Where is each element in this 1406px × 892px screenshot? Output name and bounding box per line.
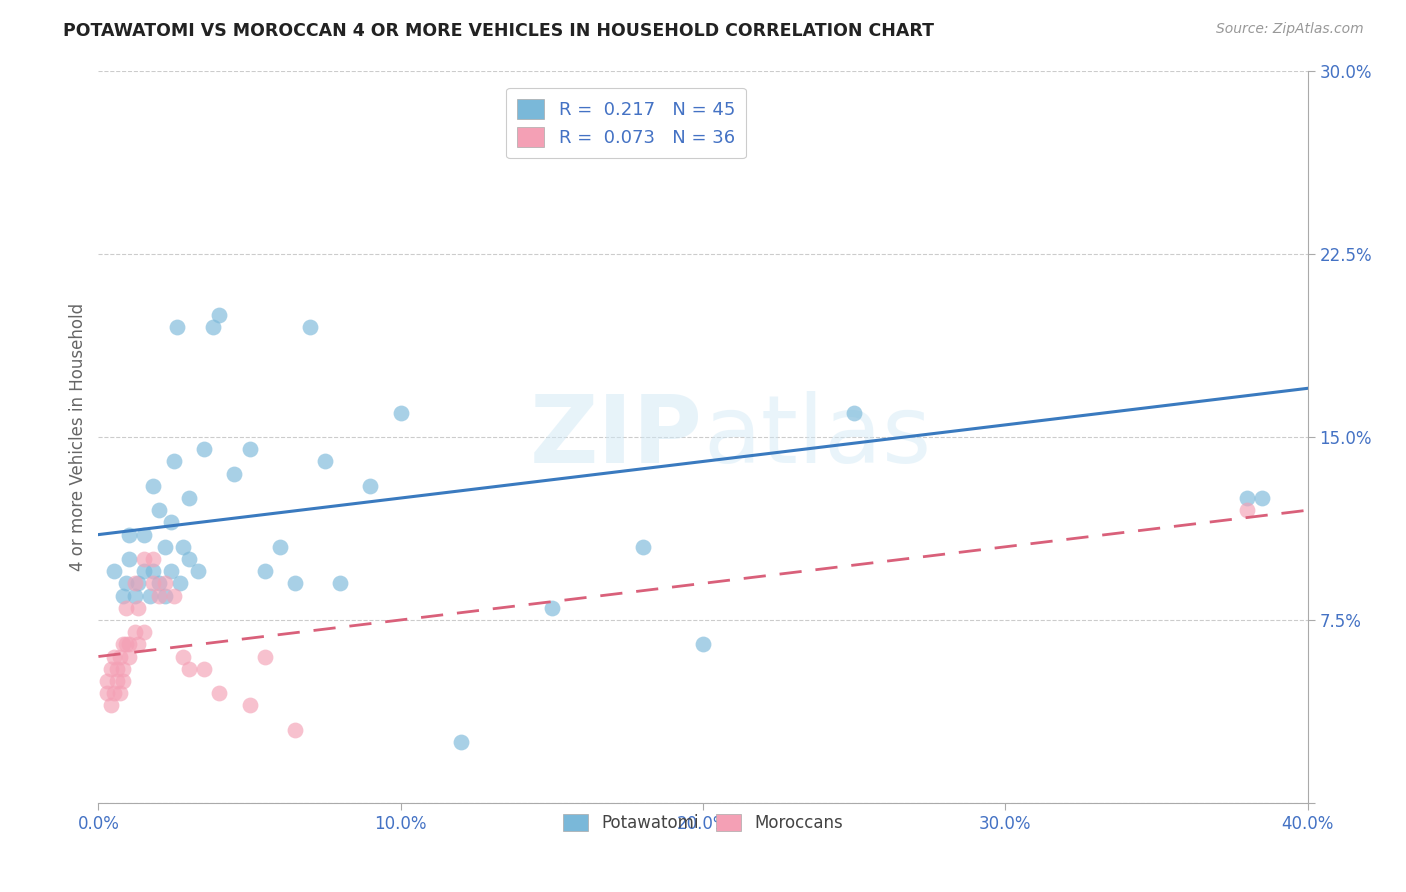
Point (124, 589, 146, 603)
Point (111, 662, 134, 676)
Point (389, 406, 412, 420)
Text: atlas: atlas (703, 391, 931, 483)
Point (142, 576, 165, 591)
Point (253, 649, 276, 664)
Point (127, 637, 149, 651)
Point (187, 564, 209, 578)
Point (124, 576, 146, 591)
Point (142, 564, 165, 578)
Point (118, 552, 141, 566)
Point (172, 649, 194, 664)
Point (540, 600, 562, 615)
Y-axis label: 4 or more Vehicles in Household: 4 or more Vehicles in Household (69, 303, 87, 571)
Point (166, 320, 188, 334)
Point (314, 454, 336, 468)
Text: Source: ZipAtlas.com: Source: ZipAtlas.com (1216, 22, 1364, 37)
Point (193, 662, 215, 676)
Point (127, 576, 149, 591)
Point (153, 576, 176, 591)
Point (100, 662, 122, 676)
Point (148, 576, 170, 591)
Point (631, 540, 654, 554)
Point (163, 454, 186, 468)
Point (239, 442, 262, 457)
Point (153, 540, 176, 554)
Point (179, 552, 201, 566)
Point (169, 576, 191, 591)
Point (127, 600, 149, 615)
Point (269, 540, 291, 554)
Point (142, 552, 165, 566)
Point (450, 735, 472, 749)
Point (105, 673, 128, 688)
Point (111, 673, 134, 688)
Point (103, 564, 125, 578)
Point (148, 503, 170, 517)
Text: ZIP: ZIP (530, 391, 703, 483)
Point (111, 637, 134, 651)
Point (132, 527, 155, 541)
Point (172, 540, 194, 554)
Point (114, 637, 136, 651)
Point (114, 600, 136, 615)
Point (108, 649, 131, 664)
Point (139, 589, 162, 603)
Point (202, 320, 225, 334)
Point (1251, 491, 1274, 505)
Point (360, 479, 382, 493)
Point (103, 686, 125, 700)
Point (179, 662, 201, 676)
Point (179, 491, 201, 505)
Point (163, 589, 186, 603)
Point (105, 662, 128, 676)
Point (118, 527, 141, 541)
Point (96, 673, 118, 688)
Point (142, 479, 165, 493)
Point (100, 698, 122, 713)
Point (153, 589, 176, 603)
Point (132, 552, 155, 566)
Point (148, 589, 170, 603)
Point (96, 686, 118, 700)
Point (329, 576, 352, 591)
Point (844, 406, 866, 420)
Point (114, 576, 136, 591)
Point (284, 576, 307, 591)
Point (284, 723, 307, 737)
Point (692, 637, 714, 651)
Point (103, 649, 125, 664)
Point (124, 625, 146, 640)
Text: POTAWATOMI VS MOROCCAN 4 OR MORE VEHICLES IN HOUSEHOLD CORRELATION CHART: POTAWATOMI VS MOROCCAN 4 OR MORE VEHICLE… (63, 22, 934, 40)
Legend: Potawatomi, Moroccans: Potawatomi, Moroccans (557, 807, 849, 838)
Point (108, 686, 131, 700)
Point (132, 564, 155, 578)
Point (224, 467, 246, 481)
Point (111, 589, 134, 603)
Point (1236, 503, 1258, 517)
Point (193, 442, 215, 457)
Point (299, 320, 322, 334)
Point (208, 308, 231, 322)
Point (239, 698, 262, 713)
Point (160, 564, 183, 578)
Point (1236, 491, 1258, 505)
Point (118, 637, 141, 651)
Point (132, 625, 155, 640)
Point (208, 686, 231, 700)
Point (253, 564, 276, 578)
Point (160, 516, 183, 530)
Point (118, 649, 141, 664)
